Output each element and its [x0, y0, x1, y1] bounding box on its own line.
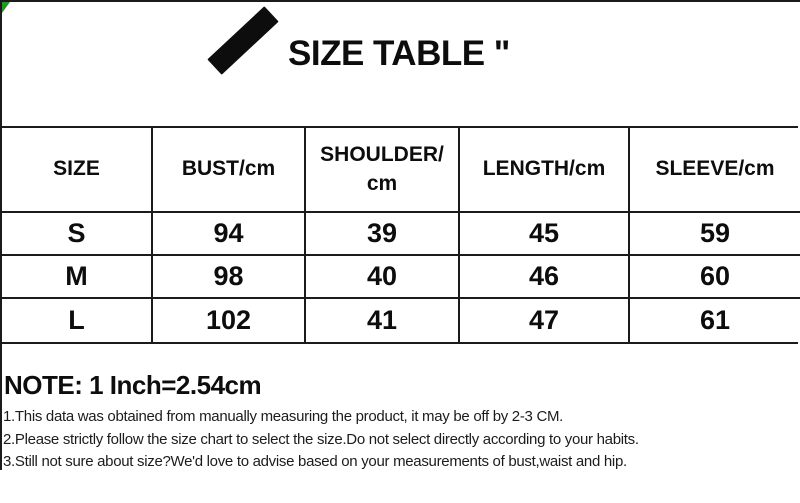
col-header-sleeve: SLEEVE/cm — [630, 128, 800, 213]
col-header-bust: BUST/cm — [153, 128, 306, 213]
cell-length-l: 47 — [460, 299, 630, 342]
diagonal-marker-icon — [207, 6, 279, 75]
cell-bust-s: 94 — [153, 213, 306, 256]
top-edge-line — [0, 0, 800, 2]
col-header-length: LENGTH/cm — [460, 128, 630, 213]
cell-sleeve-m: 60 — [630, 256, 800, 299]
note-heading: NOTE: 1 Inch=2.54cm — [4, 370, 262, 400]
note-item-3: 3.Still not sure about size?We'd love to… — [3, 453, 627, 470]
cell-shoulder-s: 39 — [306, 213, 460, 256]
cell-size-l: L — [2, 299, 153, 342]
cell-bust-m: 98 — [153, 256, 306, 299]
cell-size-s: S — [2, 213, 153, 256]
cell-shoulder-l: 41 — [306, 299, 460, 342]
col-header-shoulder: SHOULDER/cm — [306, 128, 460, 213]
cell-sleeve-l: 61 — [699, 305, 731, 335]
corner-fold-icon — [2, 2, 10, 13]
notes-list: 1.This data was obtained from manually m… — [3, 406, 783, 474]
note-item-2: 2.Please strictly follow the size chart … — [3, 430, 639, 448]
cell-size-m: M — [2, 256, 153, 299]
cell-bust-l: 102 — [153, 299, 306, 342]
cell-sleeve-s: 59 — [630, 213, 800, 256]
cell-shoulder-m: 40 — [306, 256, 460, 299]
col-header-size: SIZE — [2, 128, 153, 213]
note-item-1: 1.This data was obtained from manually m… — [3, 408, 564, 425]
size-table: SIZE BUST/cm SHOULDER/cm LENGTH/cm SLEEV… — [0, 126, 800, 344]
cell-length-m: 46 — [460, 256, 630, 299]
page-title: SIZE TABLE " — [288, 34, 510, 73]
cell-length-s: 45 — [460, 213, 630, 256]
